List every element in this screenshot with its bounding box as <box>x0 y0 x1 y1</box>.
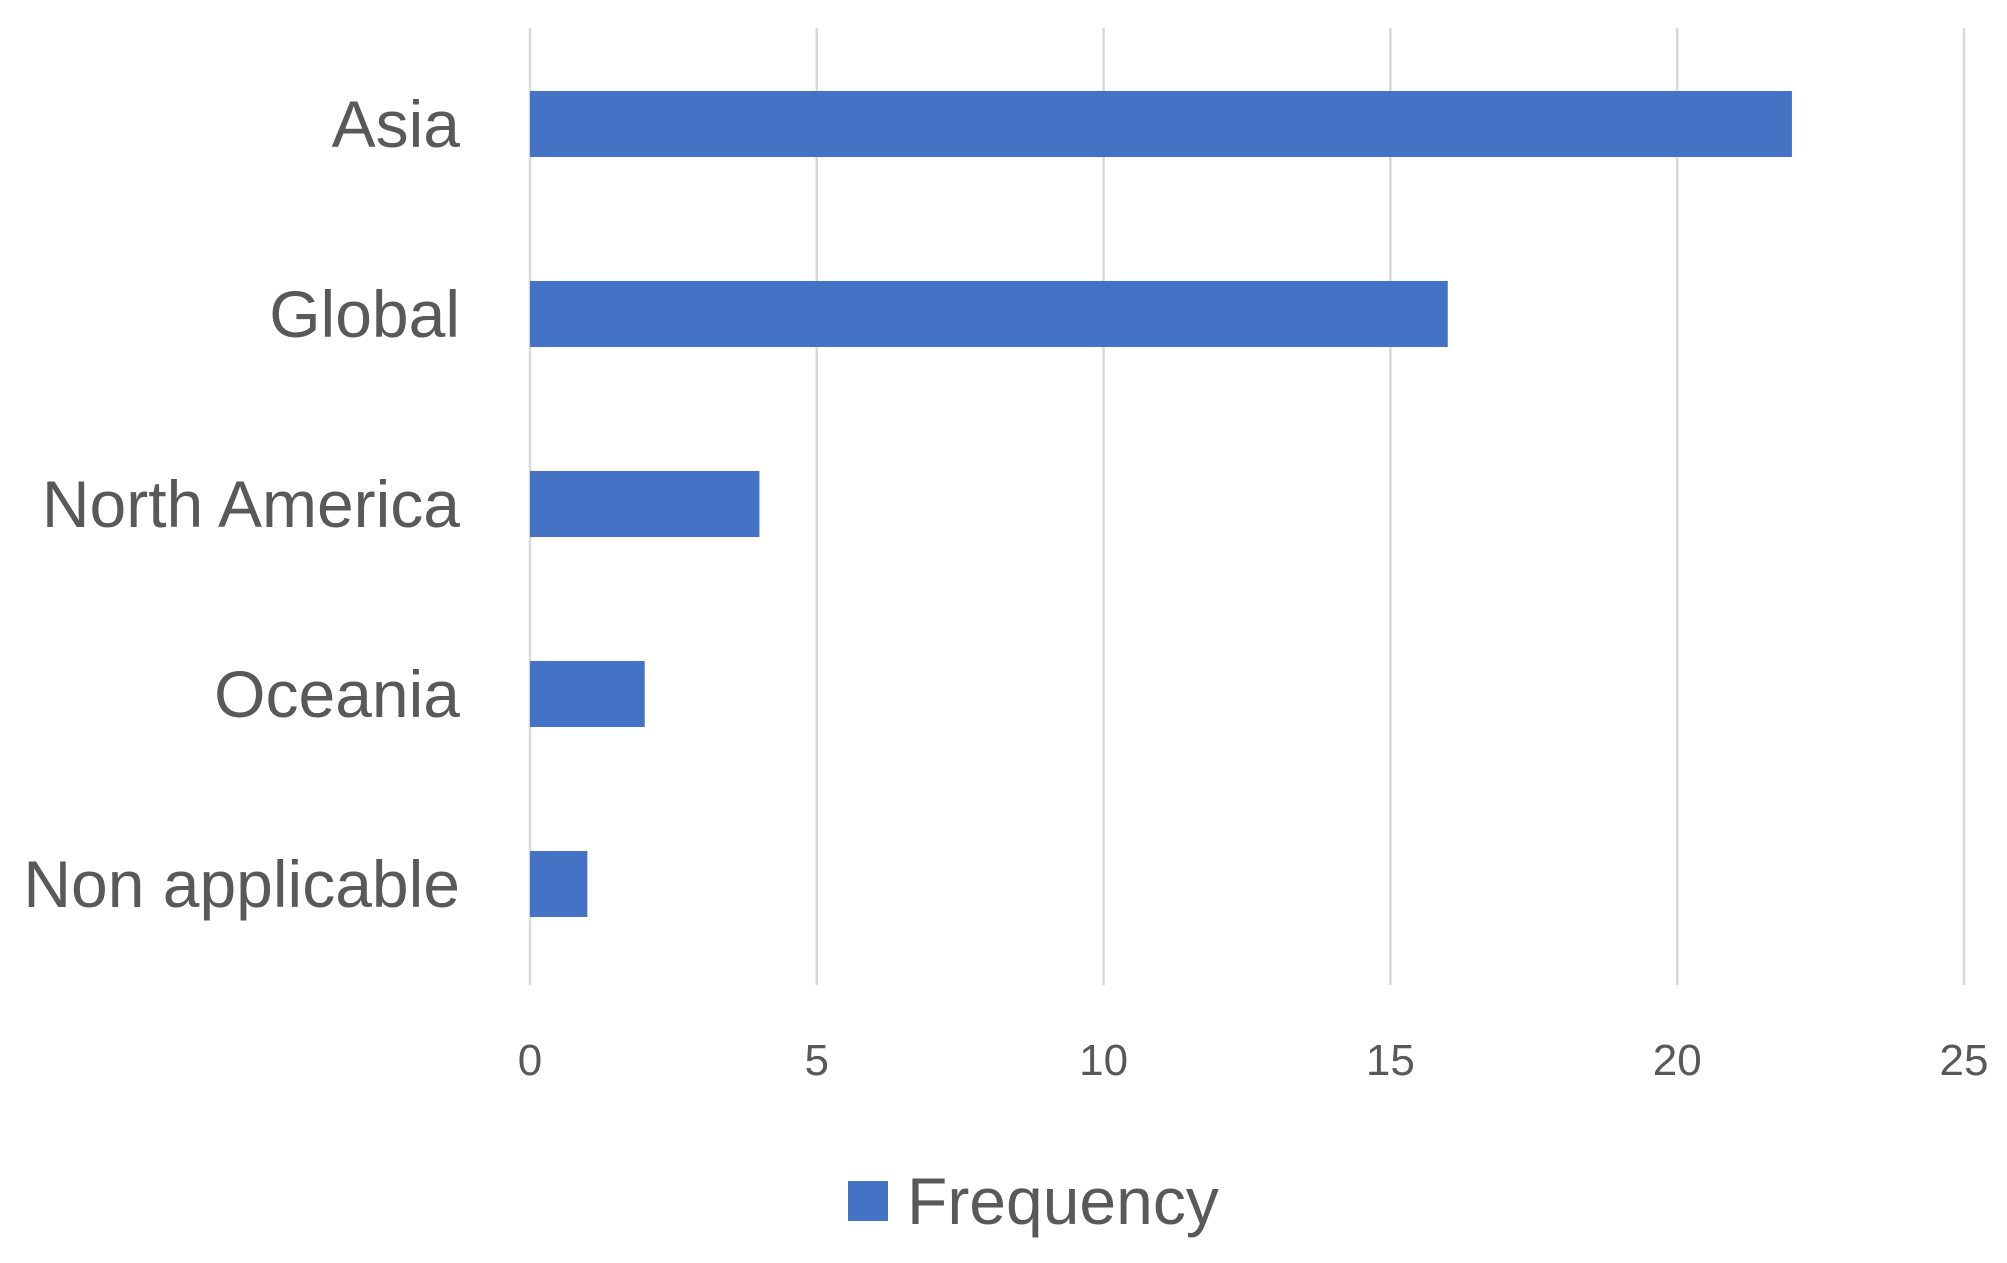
legend-label: Frequency <box>907 1164 1219 1238</box>
legend: Frequency <box>848 1164 1219 1238</box>
category-label-asia: Asia <box>332 87 461 161</box>
category-labels: Asia Global North America Oceania Non applic… <box>23 87 460 921</box>
x-tick-label-20: 20 <box>1653 1036 1702 1085</box>
bar-global <box>530 281 1448 347</box>
bars <box>530 91 1792 917</box>
bar-north-america <box>530 471 760 537</box>
bar-non-applicable <box>530 851 588 917</box>
category-label-north-america: North America <box>42 467 460 541</box>
bar-asia <box>530 91 1792 157</box>
x-tick-label-0: 0 <box>518 1036 542 1085</box>
category-label-non-applicable: Non applicable <box>23 847 460 921</box>
x-axis-tick-labels: 0 5 10 15 20 25 <box>518 1036 1989 1085</box>
x-tick-label-10: 10 <box>1079 1036 1128 1085</box>
bar-oceania <box>530 661 645 727</box>
x-tick-label-25: 25 <box>1940 1036 1989 1085</box>
gridlines <box>528 28 1966 985</box>
legend-swatch <box>848 1181 888 1221</box>
x-tick-label-15: 15 <box>1366 1036 1415 1085</box>
x-tick-label-5: 5 <box>805 1036 829 1085</box>
category-label-oceania: Oceania <box>214 657 460 731</box>
category-label-global: Global <box>269 277 460 351</box>
